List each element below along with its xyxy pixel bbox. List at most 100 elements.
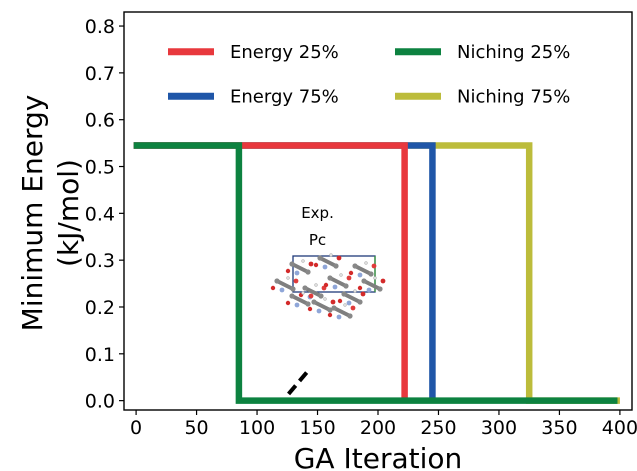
oxygen-atom — [346, 275, 352, 281]
legend-label: Energy 75% — [230, 86, 339, 107]
oxygen-atom — [327, 312, 333, 318]
annotation-dashed-arrow — [283, 371, 309, 400]
molecule — [285, 259, 314, 276]
carbon-atom — [341, 291, 347, 297]
x-tick-label: 400 — [602, 417, 637, 439]
x-tick-label: 50 — [184, 417, 208, 439]
molecule — [348, 261, 377, 278]
annotation-layer: Exp. Pc — [270, 204, 386, 400]
oxygen-atom — [323, 282, 329, 288]
nitrogen-atom — [316, 308, 322, 314]
series-line — [133, 142, 408, 401]
carbon-atom — [333, 263, 339, 269]
oxygen-atom — [293, 278, 299, 284]
molecule-bond — [363, 279, 381, 291]
x-tick-label: 0 — [130, 417, 142, 439]
molecule — [313, 253, 342, 270]
carbon-atom — [289, 293, 295, 299]
hydrogen-atom — [339, 273, 343, 277]
series-line — [133, 142, 620, 404]
molecule-bond — [343, 292, 361, 304]
carbon-atom — [368, 271, 374, 277]
carbon-atom — [327, 307, 333, 313]
oxygen-atom — [308, 293, 314, 299]
molecule-bond — [354, 264, 372, 276]
x-tick-label: 250 — [420, 417, 456, 439]
x-tick-label: 350 — [541, 417, 577, 439]
annotation-text-line-1: Exp. — [301, 204, 334, 222]
carbon-atom — [343, 283, 349, 289]
hydrogen-atom — [329, 253, 333, 257]
molecule — [270, 276, 299, 293]
series-layer — [133, 142, 620, 404]
hydrogen-atom — [353, 289, 357, 293]
hydrogen-atom — [364, 261, 368, 265]
series-line — [133, 142, 618, 404]
y-tick-label: 0.7 — [85, 63, 115, 85]
hydrogen-atom — [301, 259, 305, 263]
hydrogen-atom — [373, 276, 377, 280]
y-axis-ticks: 0.0 0.1 0.2 0.3 0.4 0.5 0.6 0.7 0.8 — [85, 16, 124, 413]
legend: Energy 25% Energy 75% Niching 25% Niching 7… — [168, 42, 570, 107]
hydrogen-atom — [343, 303, 347, 307]
carbon-atom — [347, 313, 353, 319]
oxygen-atom — [270, 285, 276, 291]
y-tick-label: 0.6 — [85, 110, 115, 132]
carbon-atom — [311, 299, 317, 305]
molecule — [337, 289, 366, 306]
molecule — [357, 276, 386, 293]
hydrogen-atom — [323, 297, 327, 301]
legend-label: Niching 25% — [457, 42, 570, 63]
nitrogen-atom — [366, 287, 372, 293]
oxygen-atom — [285, 300, 291, 306]
x-axis-label: GA Iteration — [294, 442, 463, 471]
oxygen-atom — [285, 268, 291, 274]
x-tick-label: 150 — [299, 417, 335, 439]
carbon-atom — [352, 263, 358, 269]
nitrogen-atom — [294, 270, 300, 276]
plot-frame — [123, 11, 633, 411]
nitrogen-atom — [336, 314, 342, 320]
x-tick-label: 300 — [481, 417, 517, 439]
x-axis-ticks: 0 50 100 150 200 250 300 350 400 — [130, 410, 637, 439]
carbon-atom — [318, 293, 324, 299]
oxygen-atom — [380, 278, 386, 284]
molecule-bond — [291, 262, 309, 274]
oxygen-atom — [360, 291, 366, 297]
molecule — [307, 297, 336, 314]
carbon-atom — [327, 275, 333, 281]
y-tick-label: 0.8 — [85, 16, 115, 38]
oxygen-atom — [337, 298, 343, 304]
carbon-atom — [317, 255, 323, 261]
x-tick-label: 200 — [360, 417, 396, 439]
carbon-atom — [357, 299, 363, 305]
carbon-atom — [290, 286, 296, 292]
carbon-atom — [302, 285, 308, 291]
molecule-bond — [304, 286, 322, 298]
y-tick-label: 0.4 — [85, 203, 115, 225]
molecule — [327, 303, 356, 320]
nitrogen-atom — [346, 300, 352, 306]
hydrogen-atom — [286, 276, 290, 280]
hydrogen-atom — [314, 283, 318, 287]
molecule — [323, 273, 352, 290]
nitrogen-atom — [332, 284, 338, 290]
y-axis-label-line-2: (kJ/mol) — [52, 159, 85, 267]
molecule-bond — [291, 294, 309, 306]
y-tick-label: 0.0 — [85, 391, 115, 413]
molecule-bond — [276, 279, 294, 291]
oxygen-atom — [371, 263, 377, 269]
carbon-atom — [305, 269, 311, 275]
oxygen-atom — [307, 306, 313, 312]
y-axis-label: Minimum Energy (kJ/mol) — [16, 95, 85, 332]
y-tick-label: 0.5 — [85, 157, 115, 179]
molecule-bond — [333, 306, 351, 318]
y-axis-label-line-1: Minimum Energy — [16, 95, 49, 332]
oxygen-atom — [308, 261, 314, 267]
legend-label: Energy 25% — [230, 42, 339, 63]
molecule — [285, 291, 314, 308]
carbon-atom — [289, 261, 295, 267]
legend-label: Niching 75% — [457, 86, 570, 107]
oxygen-atom — [348, 270, 354, 276]
